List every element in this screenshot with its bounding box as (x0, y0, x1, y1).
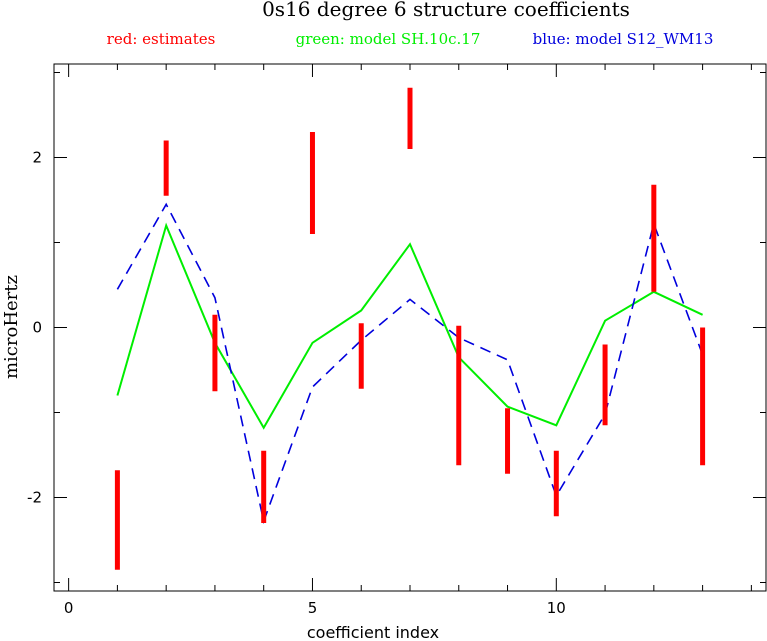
axis-tick-labels: 0 5 10 -2 0 2 (27, 149, 566, 618)
x-tick-label: 10 (547, 599, 566, 617)
x-axis-label: coefficient index (307, 623, 439, 641)
series-line-model-s12wm13 (116, 202, 704, 525)
series-model-sh10c17 (116, 222, 704, 430)
estimate-bars (114, 87, 706, 570)
y-tick-label: 2 (32, 149, 42, 167)
y-axis-label: microHertz (1, 275, 22, 379)
axis-ticks (54, 64, 766, 591)
legend-model-sh10c17: green: model SH.10c.17 (296, 30, 481, 48)
chart-title: 0s16 degree 6 structure coefficients (262, 0, 630, 21)
x-tick-label: 0 (64, 599, 74, 617)
y-tick-label: -2 (27, 489, 42, 507)
series-line-model-sh10c17 (116, 222, 704, 430)
y-tick-label: 0 (32, 319, 42, 337)
legend-estimates: red: estimates (107, 30, 216, 48)
series-model-s12wm13 (116, 202, 704, 525)
legend-model-s12wm13: blue: model S12_WM13 (533, 30, 714, 48)
x-tick-label: 5 (308, 599, 318, 617)
